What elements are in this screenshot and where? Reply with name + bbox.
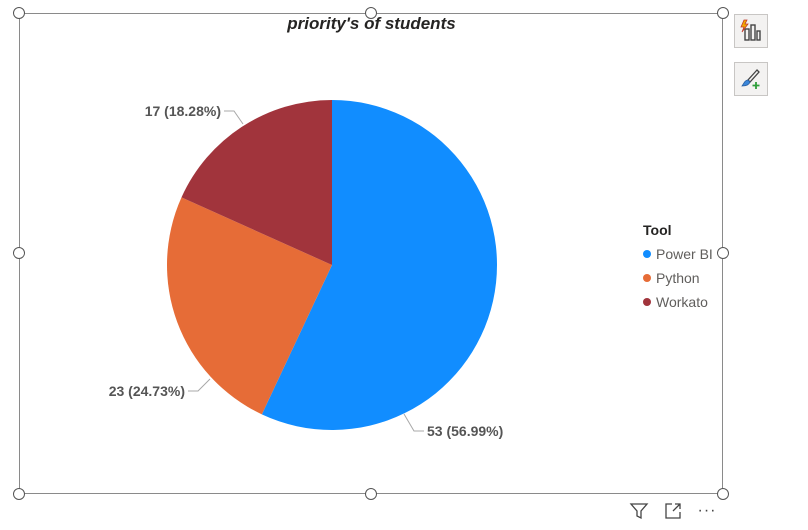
resize-handle-left[interactable] — [13, 247, 25, 259]
resize-handle-bottom-right[interactable] — [717, 488, 729, 500]
data-label: 17 (18.28%) — [145, 103, 221, 119]
legend-dot-python — [643, 274, 651, 282]
quick-insights-icon — [740, 19, 761, 41]
more-options-button[interactable]: ··· — [694, 500, 720, 522]
legend-item-workato[interactable]: Workato — [643, 290, 713, 314]
quick-insights-button[interactable] — [734, 14, 768, 48]
filter-icon — [629, 503, 649, 520]
filter-button[interactable] — [626, 500, 652, 522]
legend-item-power-bi[interactable]: Power BI — [643, 242, 713, 266]
data-label: 23 (24.73%) — [109, 383, 185, 399]
legend-label-python: Python — [656, 270, 700, 286]
leader-line — [224, 110, 244, 125]
legend-dot-power-bi — [643, 250, 651, 258]
focus-mode-icon — [665, 503, 681, 519]
data-label: 53 (56.99%) — [427, 423, 503, 439]
legend-label-power-bi: Power BI — [656, 246, 713, 262]
legend-dot-workato — [643, 298, 651, 306]
leader-line — [188, 378, 211, 392]
format-visual-button[interactable] — [734, 62, 768, 96]
resize-handle-top-right[interactable] — [717, 7, 729, 19]
focus-mode-button[interactable] — [660, 500, 686, 522]
chart-title: priority's of students — [287, 14, 456, 33]
more-options-icon: ··· — [697, 502, 717, 519]
legend: Tool Power BI Python Workato — [643, 222, 713, 314]
format-visual-icon — [741, 69, 760, 89]
resize-handle-right[interactable] — [717, 247, 729, 259]
legend-title: Tool — [643, 222, 672, 238]
leader-line — [403, 413, 424, 432]
pie-slice-power-bi[interactable] — [261, 100, 497, 430]
resize-handle-top[interactable] — [365, 7, 377, 19]
resize-handle-bottom-left[interactable] — [13, 488, 25, 500]
resize-handle-bottom[interactable] — [365, 488, 377, 500]
pie-slice-python[interactable] — [167, 197, 332, 415]
pie-slice-workato[interactable] — [181, 100, 332, 265]
resize-handle-top-left[interactable] — [13, 7, 25, 19]
legend-item-python[interactable]: Python — [643, 266, 713, 290]
legend-label-workato: Workato — [656, 294, 708, 310]
visual-header-toolbar: ··· — [626, 500, 728, 522]
